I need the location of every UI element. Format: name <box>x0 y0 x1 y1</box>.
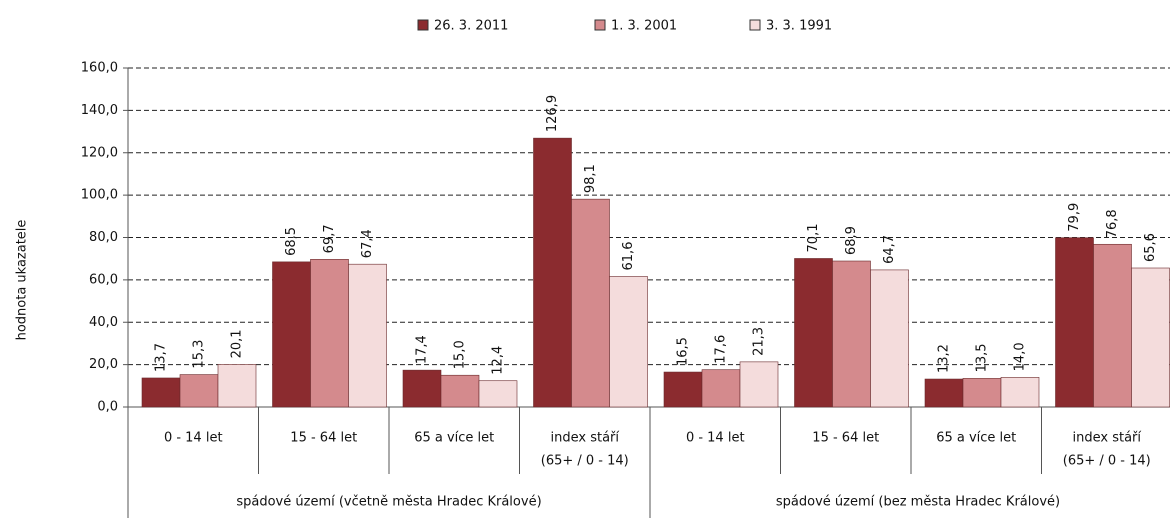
y-tick-label: 100,0 <box>81 188 118 203</box>
value-label: 17,6 <box>714 335 729 364</box>
group-label: spádové území (bez města Hradec Králové) <box>776 495 1060 510</box>
x-tick-label: index stáří <box>1073 431 1142 446</box>
y-axis-label: hodnota ukazatele <box>15 220 30 341</box>
bar <box>310 259 349 408</box>
bar <box>1131 267 1170 408</box>
legend-label: 3. 3. 1991 <box>766 19 832 34</box>
bar <box>1000 377 1040 408</box>
x-tick-label: 0 - 14 let <box>686 431 745 446</box>
bar <box>141 377 181 408</box>
x-tick-label: 65 a více let <box>414 431 494 446</box>
value-label: 98,1 <box>583 164 598 193</box>
value-label: 20,1 <box>230 329 245 358</box>
legend-swatch <box>749 19 761 31</box>
group-label: spádové území (včetně města Hradec Králo… <box>236 495 541 510</box>
value-label: 21,3 <box>752 327 767 356</box>
bar <box>272 261 311 408</box>
value-label: 68,5 <box>284 227 299 256</box>
bar <box>348 263 387 408</box>
bar <box>402 369 442 408</box>
y-tick-label: 60,0 <box>89 272 118 287</box>
bar <box>1055 237 1094 408</box>
x-tick-label: 15 - 64 let <box>290 431 357 446</box>
bar <box>832 260 871 408</box>
y-tick-label: 40,0 <box>89 315 118 330</box>
value-label: 76,8 <box>1105 209 1120 238</box>
bar <box>962 378 1002 408</box>
value-label: 61,6 <box>621 242 636 271</box>
value-label: 64,7 <box>882 235 897 264</box>
value-label: 13,5 <box>975 343 990 372</box>
x-tick-label: 0 - 14 let <box>164 431 223 446</box>
y-tick-label: 120,0 <box>81 145 118 160</box>
legend-label: 1. 3. 2001 <box>611 19 677 34</box>
value-label: 15,3 <box>192 340 207 369</box>
value-label: 13,2 <box>937 344 952 373</box>
y-tick-label: 0,0 <box>97 400 118 415</box>
bar <box>739 361 779 408</box>
bar <box>701 369 741 408</box>
value-label: 126,9 <box>545 95 560 132</box>
value-label: 14,0 <box>1013 342 1028 371</box>
x-tick-label: 65 a více let <box>936 431 1016 446</box>
value-label: 79,9 <box>1067 203 1082 232</box>
bar <box>609 276 648 408</box>
value-label: 67,4 <box>360 229 375 258</box>
bar <box>663 371 703 408</box>
value-label: 69,7 <box>322 224 337 253</box>
x-tick-label: index stáří <box>551 431 620 446</box>
value-label: 16,5 <box>676 337 691 366</box>
legend-swatch <box>417 19 429 31</box>
value-label: 68,9 <box>844 226 859 255</box>
bar <box>794 258 833 408</box>
bar <box>440 374 480 408</box>
legend-label: 26. 3. 2011 <box>434 19 508 34</box>
value-label: 13,7 <box>154 343 169 372</box>
x-tick-label: 15 - 64 let <box>812 431 879 446</box>
bar <box>1093 243 1132 408</box>
y-tick-label: 140,0 <box>81 103 118 118</box>
y-tick-label: 80,0 <box>89 230 118 245</box>
value-label: 17,4 <box>415 335 430 364</box>
y-tick-label: 20,0 <box>89 357 118 372</box>
y-tick-label: 160,0 <box>81 61 118 76</box>
bar <box>217 364 257 408</box>
bar <box>571 198 610 408</box>
bar <box>179 374 219 408</box>
x-tick-label: (65+ / 0 - 14) <box>541 454 629 469</box>
bar <box>533 137 572 408</box>
bar <box>478 380 518 408</box>
value-label: 70,1 <box>806 224 821 253</box>
value-label: 15,0 <box>453 340 468 369</box>
value-label: 12,4 <box>491 346 506 375</box>
legend-swatch <box>594 19 606 31</box>
x-tick-label: (65+ / 0 - 14) <box>1063 454 1151 469</box>
bar <box>924 378 964 408</box>
value-label: 65,6 <box>1143 233 1158 262</box>
bar <box>870 269 909 408</box>
